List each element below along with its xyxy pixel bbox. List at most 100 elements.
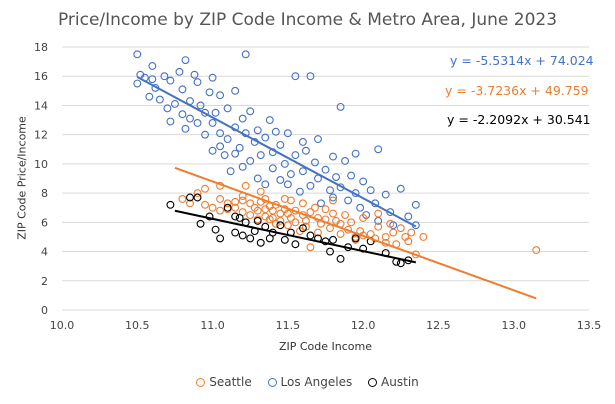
- data-point-los-angeles: [238, 114, 247, 123]
- legend-label-seattle: Seattle: [209, 375, 252, 389]
- data-point-seattle: [386, 219, 395, 228]
- data-point-los-angeles: [133, 50, 142, 59]
- x-tick-label: 10.5: [125, 319, 150, 332]
- data-point-los-angeles: [329, 193, 337, 202]
- data-point-los-angeles: [170, 100, 179, 108]
- data-point-seattle: [381, 232, 390, 241]
- y-tick-label: 0: [41, 304, 48, 317]
- data-point-los-angeles: [381, 190, 390, 199]
- data-point-los-angeles: [223, 104, 232, 113]
- data-point-austin: [231, 212, 240, 221]
- data-point-seattle: [374, 222, 383, 231]
- legend-marker-austin-icon: [368, 378, 378, 387]
- data-point-austin: [223, 203, 232, 212]
- data-point-los-angeles: [216, 142, 225, 151]
- data-point-los-angeles: [175, 67, 184, 76]
- data-point-los-angeles: [216, 91, 225, 100]
- data-point-seattle: [326, 224, 334, 233]
- data-point-los-angeles: [216, 129, 225, 138]
- trendlines: [136, 76, 537, 300]
- data-point-los-angeles: [351, 149, 360, 158]
- data-point-los-angeles: [253, 126, 262, 135]
- data-point-seattle: [314, 228, 322, 237]
- data-point-austin: [166, 200, 175, 209]
- data-point-los-angeles: [317, 199, 325, 208]
- data-point-los-angeles: [396, 184, 405, 193]
- x-tick-label: 13.0: [501, 319, 526, 332]
- data-point-los-angeles: [235, 143, 244, 152]
- data-point-seattle: [396, 224, 405, 233]
- equation-seattle: y = -3.7236x + 49.759: [445, 83, 589, 98]
- data-point-austin: [396, 259, 405, 268]
- data-point-los-angeles: [347, 171, 356, 180]
- data-point-austin: [216, 234, 225, 243]
- data-point-los-angeles: [329, 152, 337, 161]
- data-point-seattle: [238, 196, 247, 205]
- data-point-seattle: [347, 218, 356, 227]
- data-point-seattle: [246, 211, 255, 219]
- data-point-seattle: [178, 195, 187, 203]
- data-point-los-angeles: [411, 200, 420, 209]
- data-point-los-angeles: [205, 88, 214, 97]
- data-point-seattle: [359, 214, 368, 222]
- data-point-austin: [231, 228, 240, 237]
- x-tick-labels: 10.0 10.5 11.0 11.5 12.0 12.5 13.0 13.5: [50, 319, 602, 332]
- y-tick-label: 6: [41, 216, 48, 229]
- legend-item-seattle[interactable]: Seattle: [196, 375, 252, 389]
- data-point-austin: [326, 247, 334, 256]
- y-tick-label: 14: [34, 99, 48, 112]
- data-point-los-angeles: [332, 173, 340, 181]
- x-tick-label: 10.0: [50, 319, 75, 332]
- data-point-austin: [306, 231, 315, 240]
- data-point-los-angeles: [186, 114, 194, 123]
- legend: Seattle Los Angeles Austin: [0, 375, 615, 389]
- data-point-los-angeles: [196, 101, 205, 110]
- data-point-seattle: [329, 209, 337, 218]
- legend-item-los-angeles[interactable]: Los Angeles: [267, 375, 352, 389]
- data-point-austin: [291, 240, 300, 249]
- data-point-austin: [329, 235, 337, 244]
- data-point-austin: [193, 193, 202, 202]
- y-tick-label: 10: [34, 158, 48, 171]
- data-point-los-angeles: [193, 78, 202, 87]
- data-point-los-angeles: [166, 117, 175, 126]
- data-point-seattle: [216, 206, 225, 215]
- data-point-seattle: [291, 218, 300, 227]
- data-point-austin: [235, 214, 244, 222]
- data-point-seattle: [246, 199, 255, 208]
- data-point-los-angeles: [163, 104, 172, 113]
- data-point-seattle: [329, 196, 337, 205]
- data-point-seattle: [256, 187, 265, 196]
- data-point-seattle: [336, 230, 345, 238]
- data-point-seattle: [298, 199, 307, 208]
- data-point-austin: [298, 224, 307, 233]
- data-point-los-angeles: [301, 146, 310, 155]
- data-point-seattle: [208, 203, 217, 212]
- legend-item-austin[interactable]: Austin: [368, 375, 419, 389]
- data-point-los-angeles: [211, 108, 220, 117]
- data-point-los-angeles: [220, 151, 229, 160]
- data-point-los-angeles: [181, 56, 190, 65]
- data-point-los-angeles: [190, 70, 199, 79]
- data-point-seattle: [389, 228, 398, 237]
- data-point-los-angeles: [160, 72, 169, 81]
- legend-marker-los-angeles-icon: [267, 378, 277, 387]
- data-point-los-angeles: [311, 158, 319, 167]
- equation-los-angeles: y = -5.5314x + 74.024: [450, 53, 594, 68]
- data-point-los-angeles: [133, 79, 142, 88]
- x-tick-label: 12.0: [351, 319, 376, 332]
- data-point-seattle: [374, 209, 383, 218]
- data-point-los-angeles: [208, 73, 217, 82]
- data-point-los-angeles: [265, 116, 274, 125]
- data-point-los-angeles: [246, 157, 255, 165]
- data-point-los-angeles: [253, 174, 262, 183]
- data-point-austin: [276, 221, 285, 230]
- legend-label-austin: Austin: [381, 375, 419, 389]
- data-point-los-angeles: [314, 135, 322, 144]
- data-point-los-angeles: [336, 102, 345, 111]
- data-point-los-angeles: [231, 149, 240, 158]
- data-point-los-angeles: [201, 130, 209, 139]
- data-point-austin: [351, 234, 360, 243]
- data-point-seattle: [532, 246, 541, 255]
- data-point-seattle: [201, 200, 209, 209]
